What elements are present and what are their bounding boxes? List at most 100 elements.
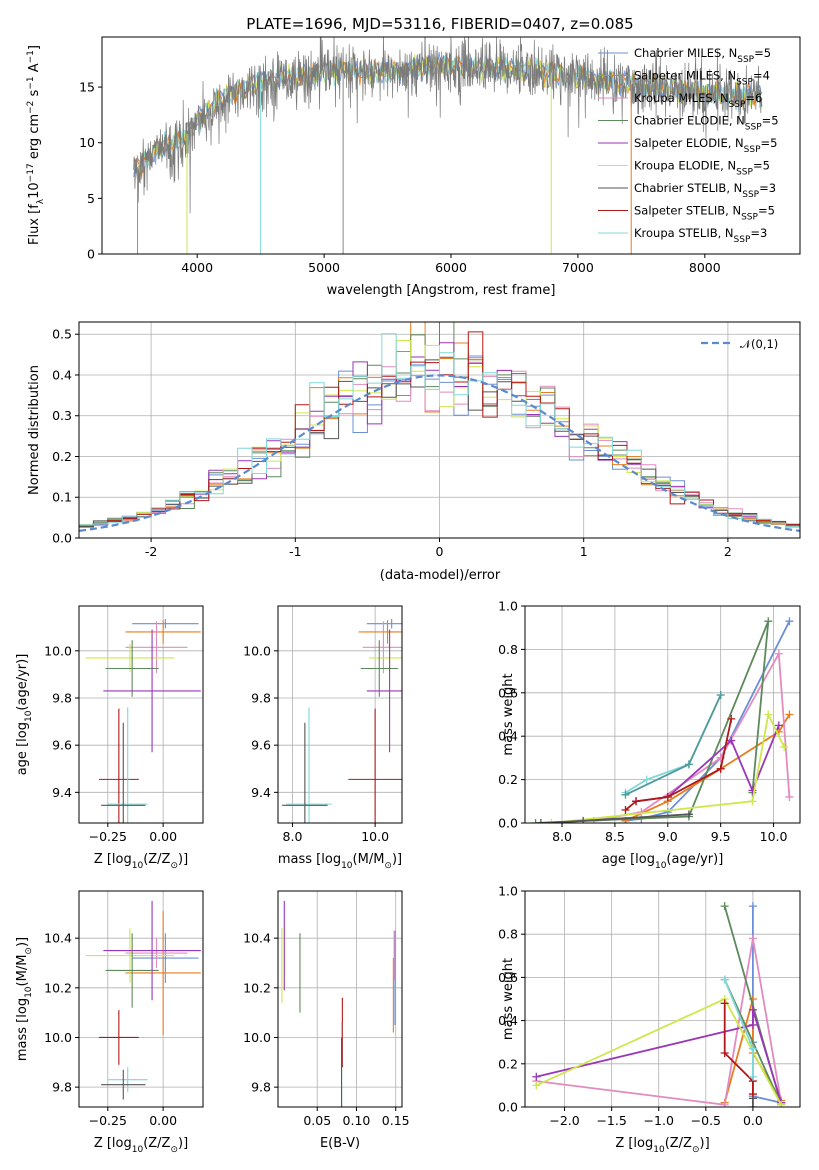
plot-area [79, 322, 800, 532]
x-tick-label: 0.15 [382, 1113, 410, 1128]
x-axis-label: Z [log10(Z/Z⊙)] [94, 852, 188, 871]
series-marker [684, 760, 693, 769]
axes-frame [524, 890, 801, 1108]
mass-weight-vs-metallicity-plot: −2.0 −1.5 −1.0 −0.5 0.0 0.0 0.2 0.4 0.6 0.8 1.0 Z [… [498, 884, 801, 1155]
y-tick-label: 0.5 [52, 327, 72, 342]
legend-entry: Salpeter ELODIE, NSSP=5 [634, 136, 777, 155]
age-vs-mass-plot: 8.0 10.0 9.4 9.6 9.8 10.0 mass [log10(M/M⊙)] [243, 605, 403, 871]
y-axis-label: Normed distribution [27, 365, 42, 495]
x-axis-label: age [log10(age/yr)] [602, 852, 724, 871]
y-tick-label: 10.0 [44, 643, 72, 658]
series-marker [720, 1049, 729, 1057]
x-tick-label: −0.25 [89, 1113, 127, 1128]
y-axis-label: Flux [fλ10−17 erg cm−2 s−1 A−1] [26, 45, 46, 245]
axes-frame [78, 605, 204, 824]
y-tick-label: 0.3 [52, 408, 72, 423]
x-tick-label: −1.5 [596, 1113, 626, 1128]
figure-title: PLATE=1696, MJD=53116, FIBERID=0407, z=0… [246, 15, 633, 33]
y-tick-label: 10.2 [243, 980, 271, 995]
y-tick-label: 9.6 [251, 738, 271, 753]
y-axis-label: mass weight [501, 673, 516, 755]
plot-area [85, 900, 201, 1100]
series-marker [716, 764, 725, 773]
y-tick-label: 1.0 [498, 884, 518, 899]
histogram-series [79, 333, 800, 527]
x-axis-label: wavelength [Angstrom, rest frame] [327, 283, 556, 298]
series-marker [579, 816, 588, 823]
plot-area [531, 617, 794, 823]
series-marker [720, 1100, 729, 1107]
y-tick-label: 9.6 [52, 738, 72, 753]
legend-entry: 𝒩(0,1) [740, 337, 778, 351]
x-tick-label: −0.25 [89, 829, 127, 844]
y-tick-label: 10.4 [243, 931, 271, 946]
y-tick-label: 0.4 [52, 367, 72, 382]
x-tick-label: −2.0 [549, 1113, 579, 1128]
residuals-histogram: -2 -1 0 1 2 0.0 0.1 0.2 0.3 0.4 0.5 𝒩(0,1) (data-mod… [27, 321, 801, 583]
x-tick-label: 9.0 [658, 829, 678, 844]
x-axis-label: mass [log10(M/M⊙)] [278, 852, 402, 871]
series-marker [785, 710, 794, 719]
x-tick-label: 8.5 [605, 829, 625, 844]
axes-frame [277, 890, 403, 1108]
series-marker [748, 1090, 757, 1099]
y-tick-label: 0.6 [498, 685, 518, 700]
mass-weight-series [536, 1009, 783, 1103]
plot-area [85, 618, 201, 823]
mass-weight-series [551, 711, 785, 823]
x-axis-label: Z [log10(Z/Z⊙)] [615, 1136, 709, 1155]
series-marker [748, 934, 757, 943]
series-marker [720, 902, 729, 911]
series-marker [785, 617, 794, 626]
y-tick-label: 9.8 [251, 1080, 271, 1095]
plot-area [133, 37, 763, 254]
y-tick-label: 9.8 [52, 1080, 72, 1095]
x-tick-label: 8.0 [283, 829, 303, 844]
axes-frame [277, 605, 403, 824]
series-marker [684, 810, 693, 819]
x-axis-label: E(B-V) [320, 1136, 360, 1151]
axes-frame [78, 890, 204, 1108]
series-marker [748, 1072, 757, 1081]
y-tick-label: 15 [79, 80, 95, 95]
legend-entry: Kroupa ELODIE, NSSP=5 [634, 159, 770, 178]
series-marker [774, 649, 783, 658]
plot-area [281, 900, 396, 1107]
series-marker [632, 797, 641, 806]
y-tick-label: 0.0 [498, 1100, 518, 1115]
model-spectrum-line [133, 53, 763, 178]
x-tick-label: 0.05 [303, 1113, 331, 1128]
y-tick-label: 0 [87, 247, 95, 262]
y-axis-label: mass weight [501, 958, 516, 1040]
series-marker [720, 975, 729, 984]
y-tick-label: 0.2 [52, 449, 72, 464]
series-marker [748, 1005, 757, 1014]
y-tick-label: 1.0 [498, 599, 518, 614]
series-marker [748, 1044, 757, 1053]
axes-frame [78, 321, 801, 539]
plot-area [532, 902, 786, 1107]
x-tick-label: 0.00 [149, 1113, 177, 1128]
series-marker [547, 819, 556, 823]
series-marker [764, 710, 773, 719]
mass-vs-ebv-plot: 0.05 0.10 0.15 9.8 10.0 10.2 10.4 E(B-V) [243, 890, 410, 1151]
x-tick-label: 5000 [308, 260, 340, 275]
series-marker [727, 736, 736, 745]
x-tick-label: 9.5 [711, 829, 731, 844]
x-tick-label: 10.0 [361, 829, 389, 844]
x-axis-label: Z [log10(Z/Z⊙)] [94, 1136, 188, 1155]
x-tick-label: 1 [580, 544, 588, 559]
y-tick-label: 10.0 [44, 1030, 72, 1045]
y-tick-label: 0.0 [498, 816, 518, 831]
age-vs-metallicity-plot: −0.25 0.00 9.4 9.6 9.8 10.0 Z [log10(Z/Z⊙)] age… [15, 605, 204, 871]
series-marker [748, 1020, 757, 1029]
series-marker [720, 999, 729, 1008]
series-marker [531, 819, 540, 823]
x-tick-label: 0.00 [149, 829, 177, 844]
observed-spectrum-line [133, 37, 763, 214]
normal-curve [79, 374, 800, 532]
y-tick-label: 9.8 [251, 690, 271, 705]
mass-vs-metallicity-plot: −0.25 0.00 9.8 10.0 10.2 10.4 Z [log10(Z/Z⊙)] m… [15, 890, 204, 1155]
y-tick-label: 10.4 [44, 931, 72, 946]
